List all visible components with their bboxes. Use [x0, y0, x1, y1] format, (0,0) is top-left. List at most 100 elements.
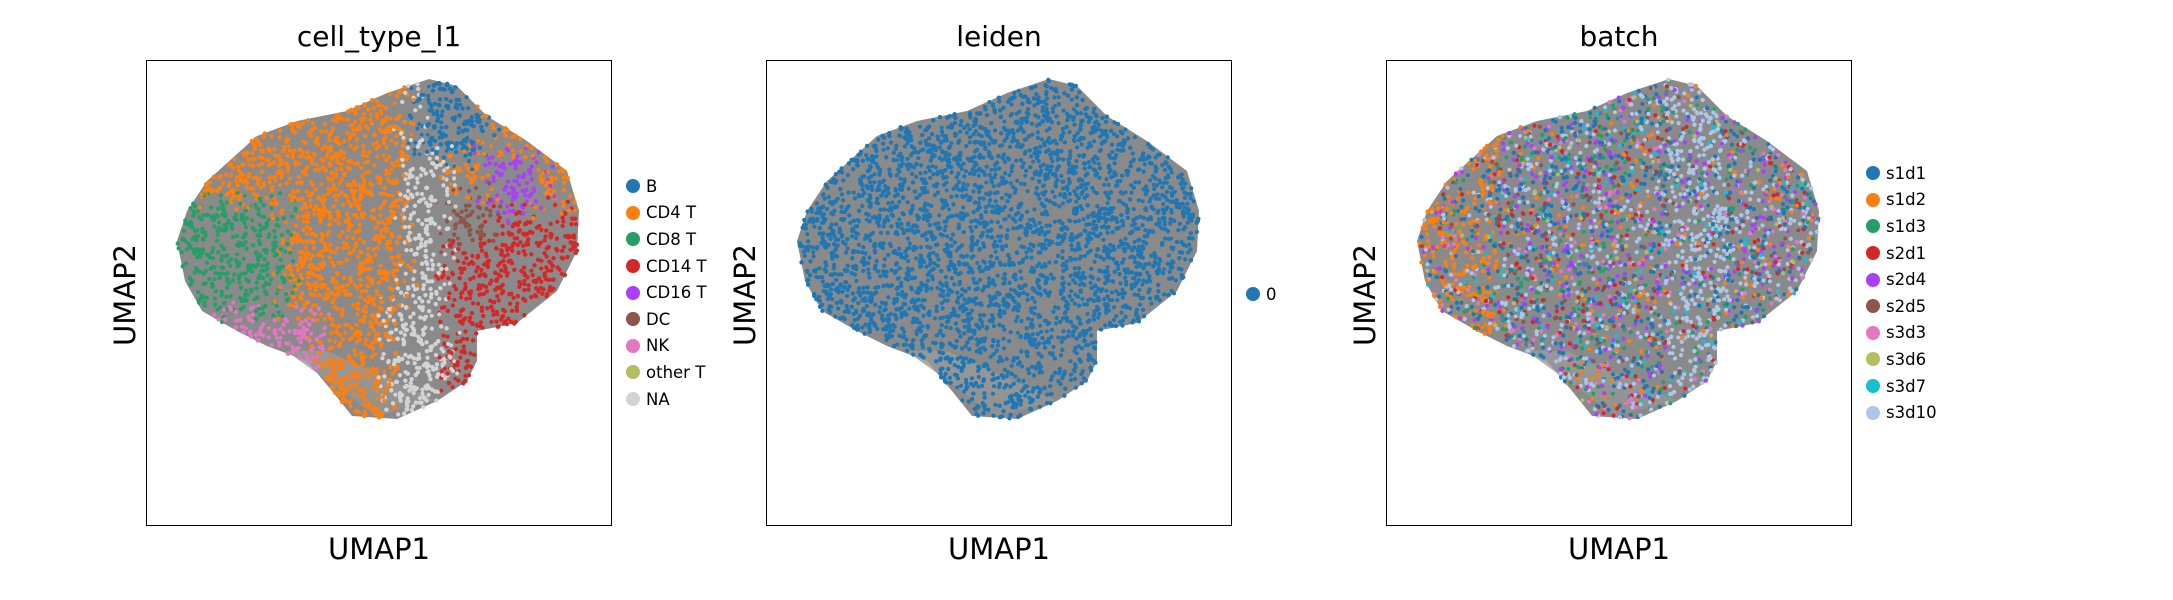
- scatter-point: [348, 399, 353, 404]
- scatter-point: [353, 198, 358, 203]
- scatter-point: [319, 182, 324, 187]
- scatter-point: [423, 325, 428, 330]
- scatter-point: [333, 218, 338, 223]
- scatter-point: [358, 394, 363, 399]
- scatter-point: [463, 316, 468, 321]
- scatter-point: [459, 308, 464, 313]
- scatter-point: [387, 377, 392, 383]
- scatter-plot: [175, 79, 580, 420]
- scatter-point: [315, 317, 320, 323]
- scatter-point: [463, 373, 468, 378]
- scatter-point: [367, 344, 372, 349]
- scatter-point: [431, 252, 436, 257]
- scatter-point: [426, 93, 431, 98]
- graph-edge: [325, 350, 436, 401]
- scatter-point: [275, 217, 280, 222]
- scatter-point: [511, 160, 516, 165]
- scatter-point: [438, 162, 443, 167]
- scatter-point: [370, 281, 375, 286]
- scatter-point: [353, 244, 358, 249]
- scatter-point: [219, 293, 224, 298]
- scatter-point: [243, 326, 248, 331]
- scatter-point: [296, 175, 301, 180]
- scatter-point: [392, 261, 397, 266]
- scatter-point: [423, 171, 428, 176]
- scatter-point: [470, 253, 475, 258]
- scatter-point: [334, 173, 339, 179]
- scatter-point: [212, 296, 217, 301]
- scatter-point: [440, 109, 445, 114]
- scatter-point: [419, 166, 424, 171]
- scatter-point: [272, 299, 277, 304]
- scatter-point: [391, 210, 397, 215]
- scatter-point: [247, 171, 252, 177]
- scatter-point: [228, 161, 233, 166]
- scatter-point: [354, 323, 359, 328]
- scatter-point: [368, 255, 373, 260]
- scatter-point: [481, 200, 486, 205]
- scatter-point: [479, 267, 484, 272]
- scatter-point: [499, 199, 504, 204]
- scatter-point: [284, 181, 289, 186]
- scatter-point: [439, 324, 444, 329]
- scatter-point: [294, 304, 299, 309]
- scatter-point: [329, 130, 334, 135]
- scatter-point: [463, 162, 468, 168]
- scatter-point: [366, 401, 371, 406]
- scatter-point: [295, 282, 300, 287]
- scatter-point: [559, 255, 564, 260]
- scatter-point: [446, 341, 451, 347]
- scatter-point: [497, 127, 502, 132]
- scatter-point: [279, 232, 284, 238]
- scatter-point: [465, 136, 470, 141]
- scatter-point: [243, 288, 249, 293]
- scatter-point: [319, 129, 324, 134]
- scatter-point: [536, 167, 541, 172]
- scatter-point: [307, 322, 312, 327]
- scatter-point: [210, 249, 215, 254]
- scatter-point: [441, 183, 446, 188]
- scatter-point: [255, 181, 260, 187]
- scatter-point: [365, 275, 370, 280]
- scatter-point: [328, 188, 333, 193]
- scatter-point: [369, 369, 374, 374]
- scatter-point: [402, 215, 407, 220]
- scatter-point: [544, 254, 549, 259]
- scatter-point: [362, 117, 367, 122]
- scatter-point: [429, 258, 434, 263]
- scatter-point: [534, 225, 540, 230]
- scatter-point: [340, 337, 345, 342]
- scatter-point: [358, 283, 363, 288]
- scatter-point: [406, 188, 411, 194]
- scatter-point: [549, 175, 554, 180]
- scatter-point: [347, 182, 352, 187]
- scatter-point: [521, 249, 526, 254]
- scatter-point: [467, 223, 472, 228]
- scatter-point: [176, 246, 181, 251]
- scatter-point: [459, 295, 464, 300]
- scatter-point: [490, 122, 495, 127]
- scatter-point: [234, 318, 239, 323]
- scatter-point: [462, 144, 467, 149]
- scatter-point: [412, 269, 417, 274]
- scatter-point: [374, 320, 379, 325]
- scatter-point: [411, 210, 416, 215]
- scatter-point: [498, 149, 503, 154]
- scatter-point: [315, 136, 320, 141]
- scatter-point: [406, 141, 411, 146]
- scatter-point: [487, 197, 492, 202]
- scatter-point: [537, 276, 542, 281]
- scatter-point: [402, 201, 407, 206]
- scatter-point: [429, 169, 434, 174]
- scatter-point: [439, 120, 444, 125]
- scatter-point: [328, 148, 334, 153]
- scatter-point: [460, 106, 465, 111]
- scatter-point: [263, 268, 268, 273]
- scatter-point: [551, 286, 556, 291]
- scatter-point: [539, 279, 544, 284]
- scatter-point: [293, 277, 298, 283]
- scatter-point: [202, 300, 207, 305]
- scatter-point: [329, 170, 334, 176]
- scatter-point: [352, 392, 357, 397]
- scatter-point: [458, 266, 463, 271]
